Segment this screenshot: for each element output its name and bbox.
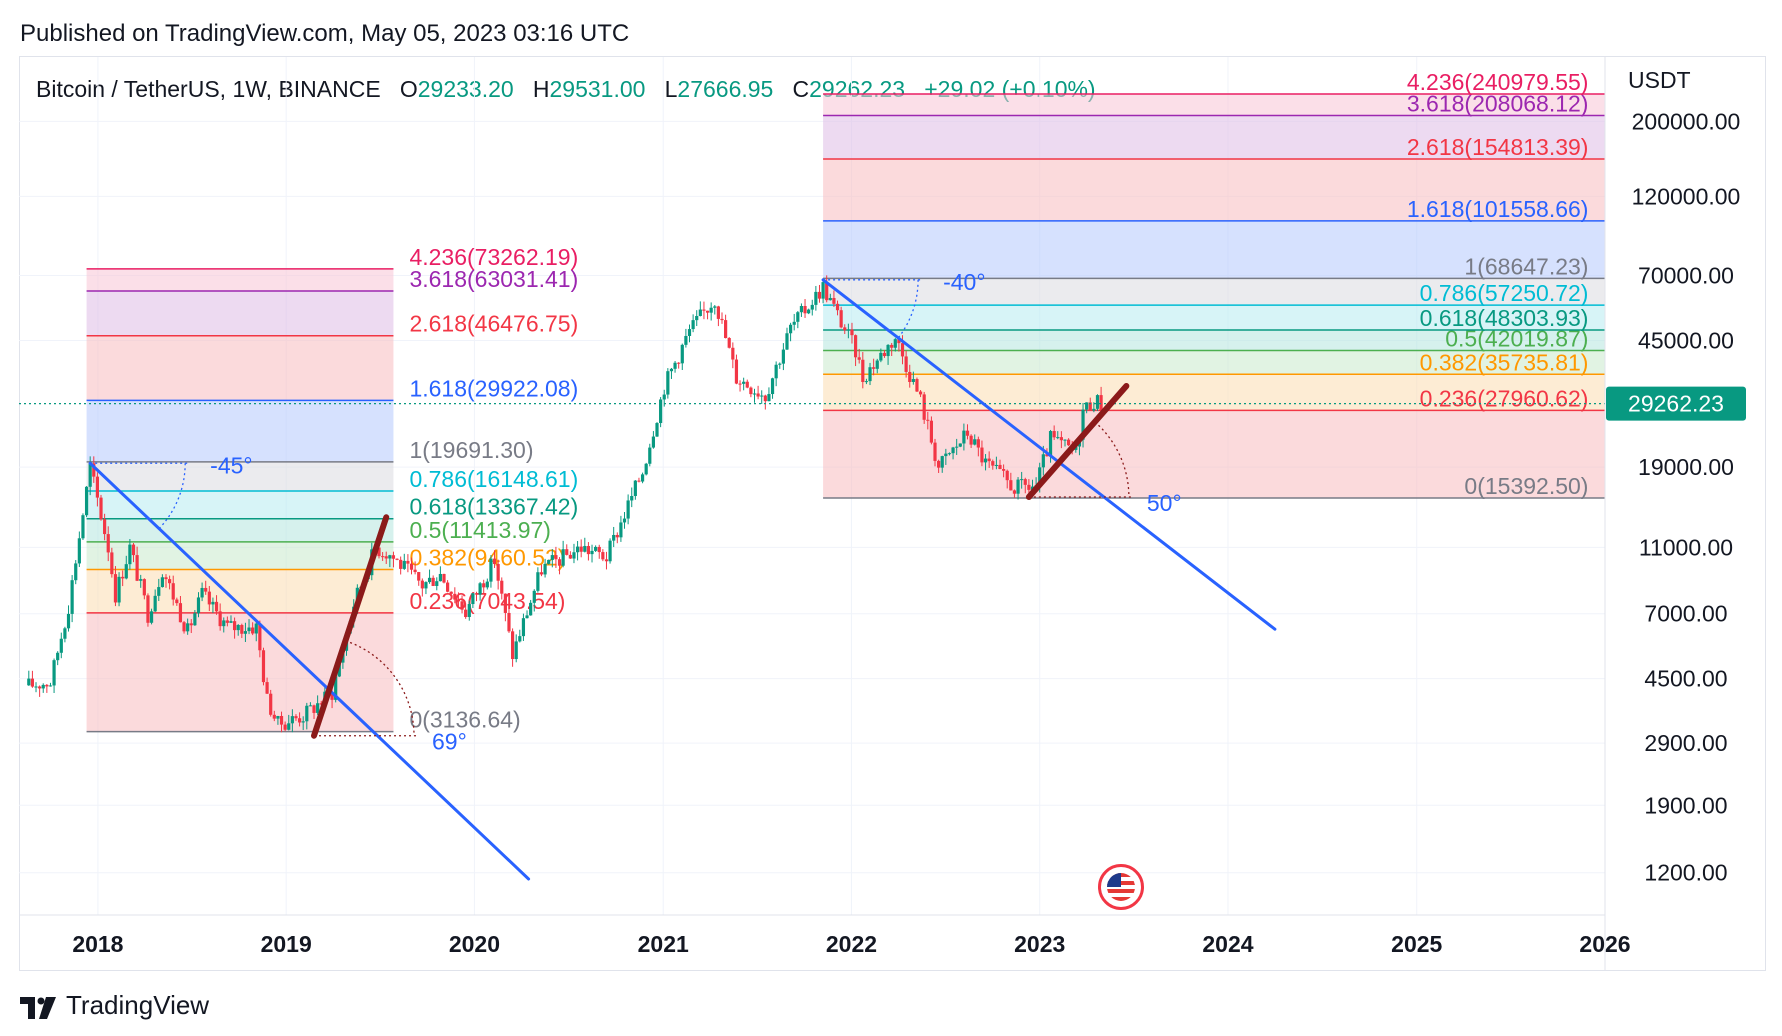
high-value: 29531.00 [549, 76, 646, 102]
low-value: 27666.95 [677, 76, 774, 102]
published-note: Published on TradingView.com, May 05, 20… [20, 20, 630, 47]
change-value: +29.02 (+0.10%) [924, 76, 1096, 102]
tradingview-logo-icon [20, 995, 58, 1019]
close-value: 29262.23 [809, 76, 906, 102]
open-value: 29233.20 [417, 76, 514, 102]
low-label: L [664, 76, 678, 102]
open-label: O [399, 76, 418, 102]
us-flag-event-icon[interactable] [1098, 864, 1144, 910]
footer-brand: TradingView [66, 990, 210, 1020]
symbol-label: Bitcoin / TetherUS, 1W, BINANCE [36, 76, 381, 102]
close-label: C [792, 76, 810, 102]
footer: TradingView [20, 990, 209, 1021]
high-label: H [532, 76, 550, 102]
chart-frame [19, 56, 1766, 971]
ohlc-legend: Bitcoin / TetherUS, 1W, BINANCE O29233.2… [36, 76, 1096, 103]
